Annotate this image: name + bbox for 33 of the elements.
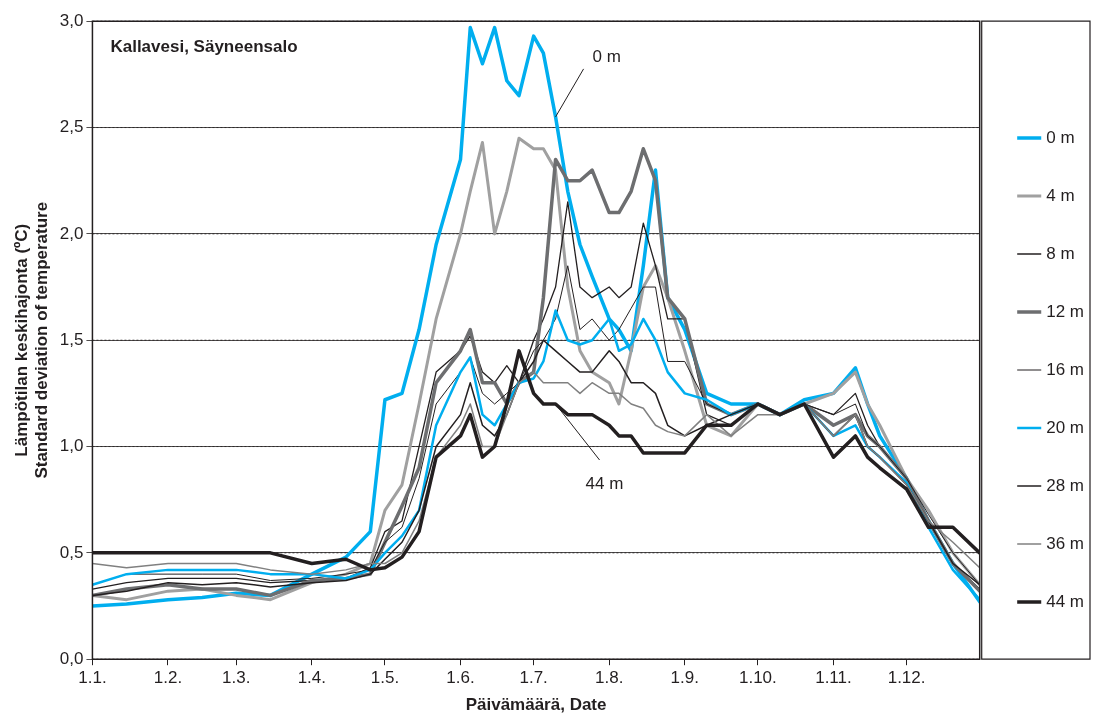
legend-label: 20 m — [1046, 417, 1084, 437]
x-tick-label: 1.12. — [887, 668, 926, 688]
x-axis-title: Päivämäärä, Date — [465, 695, 607, 715]
x-tick-label: 1.10. — [738, 668, 777, 688]
annotation: 0 m — [592, 46, 621, 66]
legend-label: 0 m — [1046, 127, 1075, 147]
text: Kallavesi, Säyneensalo — [110, 37, 298, 57]
x-tick-label: 1.11. — [815, 668, 852, 688]
y-tick-label: 0,0 — [59, 648, 84, 668]
legend-label: 8 m — [1046, 243, 1075, 263]
legend-label: 36 m — [1046, 533, 1084, 553]
x-tick-label: 1.7. — [519, 668, 548, 688]
x-tick-label: 1.5. — [370, 668, 400, 688]
y-tick-label: 0,5 — [59, 542, 84, 562]
y-tick-label: 2,0 — [59, 223, 84, 243]
x-tick-label: 1.3. — [222, 668, 251, 688]
legend-label: 4 m — [1046, 185, 1075, 205]
y-tick-label: 1,0 — [59, 436, 84, 456]
x-tick-label: 1.6. — [446, 668, 475, 688]
y-tick-label: 3,0 — [59, 10, 84, 30]
legend-label: 28 m — [1046, 475, 1084, 495]
legend-label: 44 m — [1046, 591, 1084, 611]
x-tick-label: 1.2. — [153, 668, 183, 688]
y-tick-label: 1,5 — [59, 329, 84, 349]
annotation: 44 m — [585, 473, 624, 493]
y-tick-label: 2,5 — [59, 117, 84, 137]
x-tick-label: 1.8. — [595, 668, 624, 688]
y-axis-title: Lämpötilan keskihajonta (ºC) Standard deviation of temperature — [11, 201, 52, 479]
legend-label: 16 m — [1046, 359, 1084, 379]
legend-label: 12 m — [1046, 301, 1084, 321]
x-tick-label: 1.4. — [297, 668, 326, 688]
x-tick-label: 1.1. — [78, 668, 107, 688]
x-tick-label: 1.9. — [670, 668, 699, 688]
